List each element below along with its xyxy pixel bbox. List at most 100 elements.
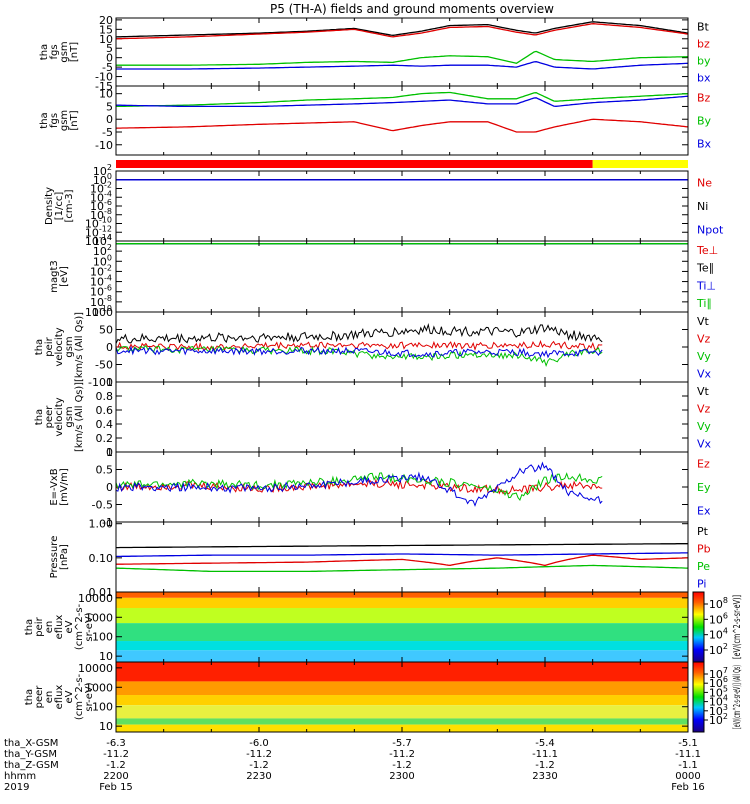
x-row-label: tha_Z-GSM	[4, 760, 59, 771]
legend-entry: Bt	[697, 21, 710, 34]
y-tick-label: 10-4	[90, 274, 112, 289]
series-line-Pt	[116, 543, 688, 549]
x-tick-value: -6.0	[249, 738, 269, 749]
y-tick-label: 1	[106, 446, 113, 459]
y-tick-label: 1000	[85, 681, 113, 694]
y-tick-label: 10-10	[85, 216, 112, 231]
legend-entry: Pt	[697, 525, 709, 538]
ylabel-line: tha	[34, 339, 45, 355]
legend-entry: Vt	[697, 385, 710, 398]
y-tick-label: 0	[106, 113, 113, 126]
ylabel-line: [nPa]	[59, 544, 70, 570]
figure-title: P5 (TH-A) fields and ground moments over…	[270, 2, 554, 16]
legend-entry: Ne	[697, 177, 712, 190]
ylabel-line: tha	[34, 409, 45, 425]
x-tick-value: -5.4	[535, 738, 555, 749]
y-tick-label: 15	[99, 23, 113, 36]
series-line-Bz	[115, 118, 689, 133]
ylabel-line: [eV]	[59, 266, 70, 287]
legend-entry: by	[697, 55, 711, 68]
y-tick-label: -50	[95, 359, 113, 372]
legend-entry: Bz	[697, 92, 711, 105]
y-tick-label: 0	[106, 341, 113, 354]
series-line-Pe	[115, 564, 688, 573]
panel-frame	[115, 521, 689, 593]
ylabel-line: Density	[44, 187, 55, 225]
x-tick-value: 0000	[675, 771, 700, 782]
y-tick-label: 0.8	[96, 390, 114, 403]
legend-entry: By	[697, 115, 712, 128]
x-tick-value: -5.1	[678, 738, 698, 749]
y-axis-label: tha fgs gsm [nT]	[39, 110, 80, 131]
y-tick-label: 10	[99, 88, 113, 101]
ylabel-line: magt3	[49, 260, 60, 293]
heatmap-cell-band	[116, 650, 688, 662]
colorbar-tick-label: 106	[709, 611, 728, 626]
y-tick-label: 10-8	[90, 294, 112, 309]
legend-entry: Ez	[697, 458, 710, 471]
y-axis-label: tha peir velocity gsm [km/s (All Qs)]	[34, 312, 85, 382]
y-tick-label: -5	[102, 126, 113, 139]
ylabel-line: eV	[64, 620, 75, 633]
ylabel-line: velocity	[54, 397, 65, 436]
y-tick-label: 5	[106, 42, 113, 55]
ylabel-line: [nT]	[69, 110, 80, 130]
series-line-Ex	[115, 461, 603, 507]
x-date-end: Feb 16	[671, 782, 705, 793]
colorbar-tick-label: 102	[709, 712, 728, 727]
series-line-Vt	[115, 322, 603, 344]
y-tick-label: 10-10	[85, 304, 112, 319]
y-tick-label: 10-6	[90, 284, 112, 299]
x-tick-value: 2330	[532, 771, 557, 782]
x-year: 2019	[4, 782, 29, 793]
panel-frame	[115, 170, 689, 242]
ylabel-line: en	[44, 691, 55, 704]
y-tick-label: 0.2	[96, 432, 114, 445]
ylabel-line: peer	[34, 685, 45, 709]
y-tick-label: -1	[102, 516, 113, 529]
ylabel-line: fgs	[49, 44, 60, 59]
ylabel-line: eV	[64, 690, 75, 703]
legend-entry: Vz	[697, 332, 711, 345]
ylabel-line: tha	[39, 44, 50, 60]
series-line-Vy	[115, 344, 603, 367]
ylabel-line: tha	[24, 689, 35, 705]
y-tick-label: 0.01	[89, 586, 114, 599]
y-axis-label: tha peer en eflux eV (cm^2-s-sr-eV)	[24, 673, 95, 720]
ylabel-line: [nT]	[69, 42, 80, 62]
y-tick-label: 10-6	[90, 198, 112, 213]
ylabel-line: eflux	[54, 685, 65, 710]
ylabel-line: (cm^2-s-	[74, 673, 85, 720]
ylabel-line: E=-VxB	[49, 468, 60, 505]
heatmap-cell-band	[116, 718, 688, 725]
legend-entry: Npot	[697, 223, 724, 236]
panel-frame	[115, 381, 689, 453]
ylabel-line: tha	[39, 112, 50, 128]
ylabel-line: (cm^2-s-	[74, 603, 85, 650]
x-tick-value: -11.2	[103, 749, 129, 760]
legend-entry: Ey	[697, 481, 711, 494]
y-tick-label: 10-2	[90, 263, 112, 278]
x-tick-value: -1.2	[106, 760, 126, 771]
x-tick-value: -11.1	[675, 749, 701, 760]
legend-entry: Ti⊥	[696, 279, 716, 292]
ylabel-line: gsm	[64, 406, 75, 427]
y-axis-label: tha fgs gsm [nT]	[39, 41, 80, 62]
legend-entry: Vy	[697, 350, 711, 363]
ylabel-line: peir	[44, 336, 55, 356]
y-tick-label: 1.00	[89, 518, 114, 531]
ylabel-line: [1/cc]	[54, 192, 65, 221]
y-tick-label: 100	[92, 631, 113, 644]
ylabel-line: [km/s (All Qs)]	[74, 382, 85, 452]
y-tick-label: 102	[93, 163, 112, 178]
y-tick-label: 100	[92, 306, 113, 319]
y-tick-label: 0.5	[96, 464, 114, 477]
x-tick-value: 2300	[389, 771, 414, 782]
ylabel-line: peir	[34, 616, 45, 636]
y-tick-label: 1000	[85, 611, 113, 624]
y-tick-label: 0	[106, 481, 113, 494]
heatmap-cell-band	[116, 641, 688, 651]
x-tick-value: -1.2	[392, 760, 412, 771]
